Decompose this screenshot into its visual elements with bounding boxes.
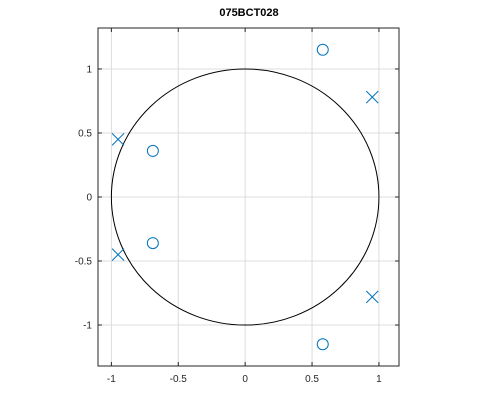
pole-marker	[365, 290, 379, 304]
unit-circle-layer	[110, 68, 380, 326]
pole-marker-stroke	[365, 290, 379, 304]
unit-circle	[110, 68, 380, 326]
x-tick-label: 1	[376, 374, 382, 385]
pole-marker	[111, 133, 125, 146]
pole-marker	[111, 248, 125, 261]
y-tick-label: -0.5	[75, 257, 93, 268]
y-axis-ticks: 1 0.5 0 -0.5 -1	[75, 64, 399, 332]
y-tick-label: 0	[86, 193, 92, 204]
y-tick-label: 1	[86, 64, 92, 75]
y-tick-label: -1	[83, 321, 92, 332]
pole-marker-stroke	[111, 133, 125, 146]
zero-marker	[146, 144, 159, 157]
pole-marker-stroke	[111, 248, 125, 261]
zero-marker	[316, 338, 329, 351]
x-tick-label: -0.5	[170, 374, 188, 385]
x-tick-label: -1	[107, 374, 116, 385]
y-tick-label: 0.5	[78, 128, 92, 139]
zero-markers	[146, 43, 329, 351]
zero-marker	[146, 237, 159, 250]
x-tick-label: 0	[242, 374, 248, 385]
chart-title: 075BCT028	[219, 7, 278, 19]
pole-markers	[111, 90, 379, 304]
zero-marker	[316, 43, 329, 56]
x-tick-label: 0.5	[305, 374, 319, 385]
grid-lines	[98, 28, 399, 366]
x-axis-ticks: -1 -0.5 0 0.5 1	[107, 28, 382, 385]
pole-marker-stroke	[365, 90, 379, 104]
pole-marker	[365, 90, 379, 104]
